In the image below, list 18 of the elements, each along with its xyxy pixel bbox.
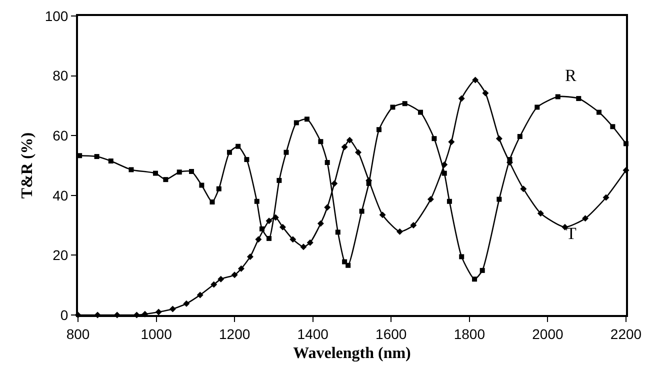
x-tick-label: 800	[66, 326, 90, 342]
x-tick-label: 1800	[454, 326, 486, 342]
series-label: T	[566, 224, 577, 243]
x-tick-label: 1400	[297, 326, 329, 342]
x-tick-label: 2000	[532, 326, 564, 342]
y-axis-title: T&R (%)	[19, 132, 36, 199]
y-tick-label: 0	[60, 306, 68, 323]
x-tick-label: 2200	[610, 326, 642, 342]
y-tick-label: 80	[52, 68, 68, 84]
x-tick-label: 1000	[140, 326, 172, 342]
x-axis-title: Wavelength (nm)	[293, 345, 411, 362]
y-tick-label: 40	[52, 187, 68, 204]
x-tick-label: 1200	[218, 326, 250, 342]
y-tick-label: 100	[44, 8, 68, 24]
x-tick-label: 1600	[376, 326, 407, 342]
series-label: R	[565, 66, 577, 85]
y-tick-label: 20	[52, 247, 68, 264]
y-tick-label: 60	[52, 128, 68, 144]
